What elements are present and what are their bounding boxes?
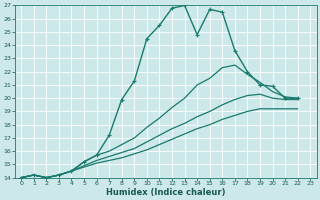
X-axis label: Humidex (Indice chaleur): Humidex (Indice chaleur) xyxy=(106,188,226,197)
